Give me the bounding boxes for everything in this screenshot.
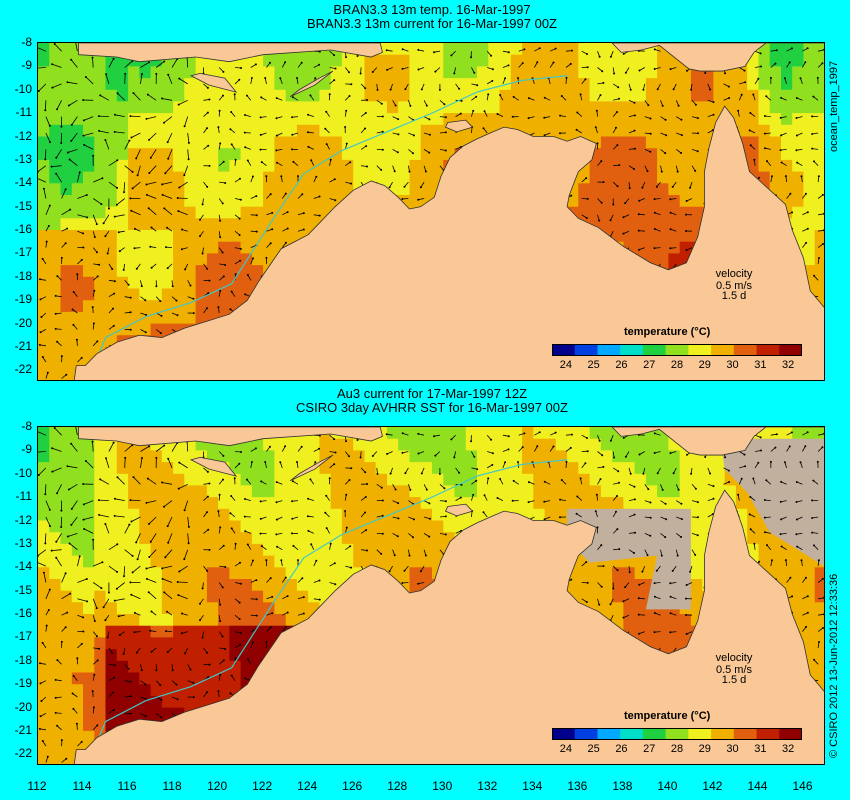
colorbar-tick-label: 28 bbox=[670, 743, 684, 755]
top-title-line1: BRAN3.3 13m temp. 16-Mar-1997 bbox=[333, 2, 531, 17]
colorbar-tick-label: 30 bbox=[726, 743, 739, 755]
y-tick-label: -11 bbox=[15, 105, 32, 120]
velocity-label: velocity bbox=[715, 652, 753, 664]
y-tick-label: -17 bbox=[14, 629, 32, 644]
top-side-label: ocean_temp_1997 bbox=[828, 60, 840, 152]
x-tick-label: 142 bbox=[702, 779, 723, 793]
x-tick-label: 132 bbox=[477, 779, 498, 793]
x-tick-label: 120 bbox=[207, 779, 228, 793]
bottom-title-line2: CSIRO 3day AVHRR SST for 16-Mar-1997 00Z bbox=[296, 400, 568, 415]
x-tick-label: 114 bbox=[72, 779, 92, 793]
y-tick-label: -10 bbox=[14, 465, 32, 480]
y-tick-label: -14 bbox=[14, 175, 32, 190]
y-tick-label: -18 bbox=[14, 652, 32, 667]
x-tick-label: 146 bbox=[792, 779, 813, 793]
x-tick-label: 112 bbox=[27, 779, 47, 793]
y-tick-label: -20 bbox=[14, 315, 32, 330]
x-tick-label: 130 bbox=[432, 779, 453, 793]
bottom-side-label: © CSIRO 2012 13-Jun-2012 12:33:36 bbox=[828, 573, 840, 758]
land-mass bbox=[73, 43, 824, 380]
y-tick-label: -19 bbox=[14, 292, 32, 307]
velocity-days: 1.5 d bbox=[721, 290, 747, 302]
y-tick-label: -17 bbox=[14, 245, 32, 260]
colorbar-tick-label: 26 bbox=[615, 359, 628, 371]
colorbar-tick-label: 25 bbox=[587, 359, 600, 371]
cloud-mask-region bbox=[567, 508, 691, 610]
x-tick-label: 128 bbox=[387, 779, 408, 793]
colorbar-tick-label: 24 bbox=[559, 743, 572, 755]
y-tick-label: -11 bbox=[15, 489, 32, 504]
y-tick-label: -21 bbox=[14, 338, 32, 353]
colorbar-tick-label: 24 bbox=[559, 359, 572, 371]
colorbar-tick-label: 28 bbox=[670, 359, 684, 371]
x-tick-label: 144 bbox=[747, 779, 768, 793]
land-mass bbox=[73, 427, 824, 764]
y-tick-label: -21 bbox=[14, 722, 32, 737]
y-tick-label: -22 bbox=[14, 362, 32, 377]
velocity-days: 1.5 d bbox=[721, 674, 747, 686]
y-tick-label: -14 bbox=[14, 559, 32, 574]
x-tick-label: 140 bbox=[657, 779, 678, 793]
bottom-title-line1: Au3 current for 17-Mar-1997 12Z bbox=[336, 386, 528, 401]
colorbar-title: temperature (°C) bbox=[624, 326, 711, 338]
y-tick-label: -12 bbox=[14, 512, 32, 527]
y-tick-label: -16 bbox=[14, 222, 32, 237]
colorbar-tick-label: 27 bbox=[643, 743, 656, 755]
y-tick-label: -9 bbox=[21, 58, 32, 73]
shelf-isobath bbox=[87, 459, 568, 764]
colorbar-tick-label: 27 bbox=[643, 359, 656, 371]
colorbar-title: temperature (°C) bbox=[624, 710, 711, 722]
colorbar-tick-label: 31 bbox=[754, 743, 767, 755]
velocity-speed: 0.5 m/s bbox=[715, 664, 753, 676]
colorbar-tick-label: 31 bbox=[754, 359, 767, 371]
bottom-temperature-field bbox=[38, 427, 824, 764]
x-tick-label: 124 bbox=[297, 779, 318, 793]
y-tick-label: -18 bbox=[14, 268, 32, 283]
velocity-label: velocity bbox=[715, 268, 753, 280]
y-tick-label: -8 bbox=[21, 419, 32, 433]
velocity-speed: 0.5 m/s bbox=[715, 280, 753, 292]
colorbar-tick-label: 32 bbox=[781, 743, 795, 755]
y-tick-label: -20 bbox=[14, 699, 32, 714]
colorbar-tick-label: 29 bbox=[698, 743, 711, 755]
colorbar-tick-label: 26 bbox=[615, 743, 628, 755]
colorbar bbox=[552, 344, 802, 356]
colorbar-tick-label: 32 bbox=[781, 359, 795, 371]
x-tick-label: 122 bbox=[252, 779, 273, 793]
y-tick-label: -12 bbox=[14, 128, 32, 143]
bottom-map-panel bbox=[37, 426, 825, 765]
colorbar-tick-label: 25 bbox=[587, 743, 600, 755]
colorbar bbox=[552, 728, 802, 740]
y-tick-label: -9 bbox=[21, 442, 32, 457]
x-tick-label: 126 bbox=[342, 779, 363, 793]
y-tick-label: -22 bbox=[14, 746, 32, 761]
shelf-isobath bbox=[87, 75, 568, 380]
x-tick-label: 134 bbox=[522, 779, 543, 793]
top-map-panel bbox=[37, 42, 825, 381]
y-tick-label: -8 bbox=[21, 35, 32, 49]
y-tick-label: -15 bbox=[14, 198, 32, 213]
top-title-line2: BRAN3.3 13m current for 16-Mar-1997 00Z bbox=[307, 16, 557, 31]
colorbar-tick-label: 29 bbox=[698, 359, 711, 371]
x-tick-label: 138 bbox=[612, 779, 633, 793]
top-temperature-field bbox=[38, 43, 824, 380]
y-tick-label: -13 bbox=[14, 151, 32, 166]
y-tick-label: -13 bbox=[14, 535, 32, 550]
x-tick-label: 136 bbox=[567, 779, 588, 793]
y-tick-label: -19 bbox=[14, 676, 32, 691]
x-tick-label: 116 bbox=[117, 779, 137, 793]
colorbar-tick-label: 30 bbox=[726, 359, 739, 371]
x-tick-label: 118 bbox=[162, 779, 182, 793]
y-tick-label: -16 bbox=[14, 606, 32, 621]
y-tick-label: -15 bbox=[14, 582, 32, 597]
y-tick-label: -10 bbox=[14, 81, 32, 96]
